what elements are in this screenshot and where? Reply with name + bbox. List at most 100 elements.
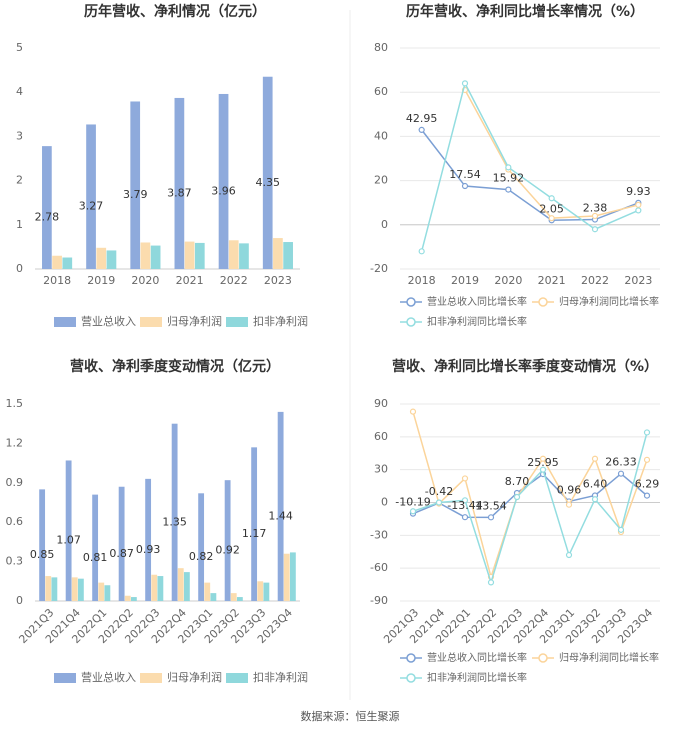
y-tick-label: 0.3: [6, 555, 24, 568]
point: [591, 496, 599, 503]
bar: [263, 582, 270, 601]
data-label: 3.79: [123, 188, 148, 201]
data-label: 25.95: [527, 456, 559, 469]
bar: [130, 597, 137, 601]
point: [565, 551, 573, 559]
bar: [52, 255, 62, 269]
y-tick-label: 90: [374, 397, 388, 410]
x-tick-label: 2018: [43, 274, 71, 287]
data-label: 9.93: [626, 185, 651, 198]
point: [591, 226, 599, 233]
legend-swatch: [406, 297, 416, 307]
bar: [177, 568, 184, 601]
bar: [65, 460, 72, 601]
legend-label: 归母净利润同比增长率: [559, 651, 659, 664]
x-tick-label: 2022: [220, 274, 248, 287]
x-tick-label: 2018: [408, 274, 436, 287]
data-label: 4.35: [255, 176, 280, 189]
x-tick-label: 2021: [538, 274, 566, 287]
data-label: 3.27: [79, 200, 104, 213]
y-tick-label: 0.9: [6, 476, 24, 489]
point: [617, 526, 625, 533]
data-label: 3.96: [211, 184, 236, 197]
point: [643, 492, 651, 499]
data-label: -0.42: [425, 485, 453, 498]
data-label: 0.82: [189, 550, 214, 563]
data-label: 0.96: [557, 483, 582, 496]
legend-swatch: [140, 317, 162, 327]
data-label: 1.07: [56, 534, 81, 547]
bar: [130, 101, 141, 270]
bar: [157, 576, 164, 601]
data-label: 26.33: [605, 456, 637, 469]
y-tick-label: 80: [374, 41, 388, 54]
legend-label: 归母净利润: [167, 670, 222, 684]
legend-label: 营业总收入: [81, 670, 136, 684]
chart-title: 营收、净利季度变动情况（亿元）: [70, 358, 280, 375]
legend-label: 营业总收入: [81, 314, 136, 328]
x-tick-label: 2022: [581, 274, 609, 287]
bar: [194, 242, 205, 269]
y-tick-label: 60: [374, 85, 388, 98]
bar: [92, 494, 99, 601]
data-label: 0.92: [215, 544, 240, 557]
data-label: 0.93: [136, 543, 161, 556]
bar: [277, 411, 284, 601]
y-tick-label: 5: [16, 41, 23, 54]
y-tick-label: -30: [370, 528, 388, 541]
data-label: 2.05: [539, 202, 564, 215]
legend-swatch: [54, 317, 76, 327]
point: [418, 248, 425, 255]
data-label: -13.44: [447, 499, 482, 512]
bar: [228, 240, 239, 269]
legend-label: 扣非净利润: [253, 670, 308, 684]
bar: [198, 493, 205, 601]
y-tick-label: -90: [370, 594, 388, 607]
point: [617, 470, 625, 477]
legend-swatch: [226, 673, 248, 683]
bar: [236, 597, 243, 601]
source-note: 数据来源：恒生聚源: [301, 709, 400, 723]
line: [421, 129, 639, 222]
bar: [230, 593, 237, 601]
y-tick-label: 1.2: [6, 436, 24, 449]
bar: [257, 581, 264, 601]
bar: [118, 486, 125, 601]
y-tick-label: 3: [16, 129, 23, 142]
point: [635, 201, 642, 209]
point: [461, 497, 469, 504]
data-label: 1.44: [268, 509, 293, 522]
x-tick-label: 2020: [131, 274, 159, 287]
point: [409, 408, 417, 415]
y-tick-label: 30: [374, 463, 388, 476]
y-tick-label: 60: [374, 430, 388, 443]
line: [412, 432, 648, 585]
point: [548, 195, 555, 202]
y-tick-label: 0.6: [6, 515, 24, 528]
point: [487, 514, 495, 521]
x-tick-label: 2023: [624, 274, 652, 287]
data-label: 0.81: [83, 551, 108, 564]
legend-swatch: [140, 673, 162, 683]
legend-label: 营业总收入同比增长率: [427, 295, 527, 308]
point: [505, 186, 512, 193]
point: [487, 579, 495, 586]
x-tick-label: 2019: [87, 274, 115, 287]
y-tick-label: 0: [381, 218, 388, 231]
x-tick-label: 2019: [451, 274, 479, 287]
x-tick-label: 2023: [264, 274, 292, 287]
chart-title: 营收、净利同比增长率季度变动情况（%）: [392, 358, 658, 375]
bar: [262, 76, 273, 269]
data-label: 0.85: [30, 548, 55, 561]
point: [513, 493, 521, 501]
bar: [104, 585, 111, 601]
point: [461, 182, 469, 190]
legend-label: 归母净利润: [167, 314, 222, 328]
point: [539, 455, 547, 462]
legend-label: 扣非净利润: [253, 314, 308, 328]
data-label: 6.29: [635, 478, 660, 491]
y-tick-label: 1.5: [6, 397, 24, 410]
bar: [98, 582, 105, 601]
y-tick-label: 0: [16, 594, 23, 607]
data-label: 0.87: [109, 547, 134, 560]
